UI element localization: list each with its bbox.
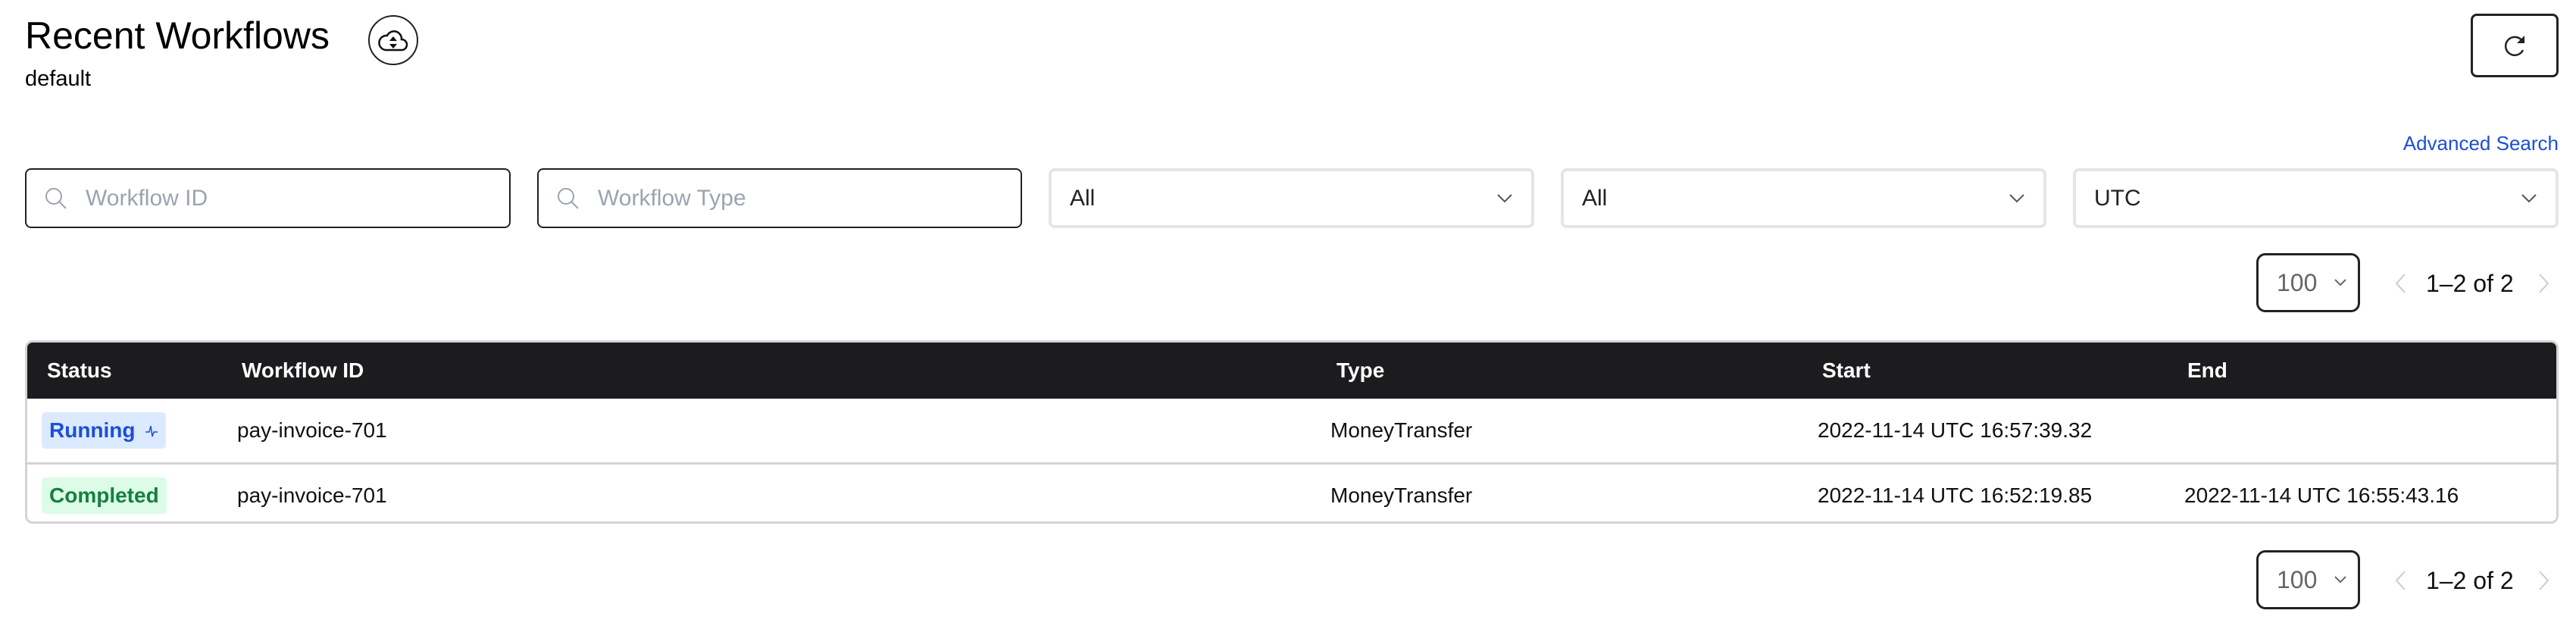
pagination-range-bottom: 1–2 of 2	[2426, 566, 2514, 594]
advanced-search-link[interactable]: Advanced Search	[2402, 132, 2559, 155]
chevron-left-icon	[2395, 571, 2406, 590]
status-select[interactable]: All	[1049, 168, 1534, 228]
status-badge-running: Running	[42, 412, 166, 449]
timezone-select-value: UTC	[2094, 185, 2141, 211]
time-range-select[interactable]: All	[1561, 168, 2046, 228]
table-row[interactable]: Completed pay-invoice-701 MoneyTransfer …	[27, 462, 2556, 521]
archive-toggle-button[interactable]	[368, 15, 418, 65]
refresh-icon	[2504, 36, 2524, 57]
column-header-workflow-id: Workflow ID	[242, 358, 364, 382]
page-size-select-bottom[interactable]: 100	[2256, 550, 2360, 609]
previous-page-button-bottom[interactable]	[2394, 550, 2406, 611]
chevron-down-icon	[2009, 193, 2024, 202]
column-header-type: Type	[1336, 358, 1385, 382]
next-page-button-bottom[interactable]	[2538, 550, 2550, 611]
end-time: 2022-11-14 UTC 16:55:43.16	[2184, 483, 2459, 507]
workflow-type-placeholder: Workflow Type	[598, 185, 746, 211]
table-row[interactable]: Running pay-invoice-701 MoneyTransfer 20…	[27, 399, 2556, 462]
page-size-value: 100	[2277, 565, 2318, 593]
start-time: 2022-11-14 UTC 16:52:19.85	[1818, 483, 2093, 507]
refresh-button[interactable]	[2471, 14, 2559, 77]
page-size-value: 100	[2277, 268, 2318, 296]
chevron-right-icon	[2539, 571, 2549, 590]
namespace-label: default	[25, 67, 92, 91]
search-icon	[45, 187, 67, 209]
workflow-type: MoneyTransfer	[1330, 483, 1473, 507]
chevron-right-icon	[2539, 274, 2549, 293]
status-badge-completed: Completed	[42, 477, 167, 514]
pagination-range: 1–2 of 2	[2426, 269, 2514, 297]
workflow-id-placeholder: Workflow ID	[86, 185, 208, 211]
time-range-select-value: All	[1582, 185, 1608, 211]
workflows-table: Status Workflow ID Type Start End Runnin…	[25, 340, 2559, 524]
workflow-id-link[interactable]: pay-invoice-701	[237, 483, 387, 507]
column-header-status: Status	[47, 358, 112, 382]
chevron-down-icon	[2334, 576, 2346, 584]
status-text: Completed	[49, 483, 159, 507]
column-header-end: End	[2187, 358, 2227, 382]
workflow-id-input[interactable]: Workflow ID	[25, 168, 511, 228]
workflow-type: MoneyTransfer	[1330, 418, 1473, 442]
chevron-down-icon	[2334, 279, 2346, 286]
page-size-select[interactable]: 100	[2256, 253, 2360, 312]
table-header: Status Workflow ID Type Start End	[27, 343, 2556, 399]
status-select-value: All	[1070, 185, 1096, 211]
chevron-down-icon	[1497, 193, 1512, 202]
search-icon	[558, 187, 579, 209]
status-text: Running	[49, 418, 136, 442]
start-time: 2022-11-14 UTC 16:57:39.32	[1818, 418, 2093, 442]
page-title: Recent Workflows	[25, 14, 330, 57]
heartbeat-icon	[145, 425, 158, 437]
workflow-type-input[interactable]: Workflow Type	[537, 168, 1022, 228]
workflow-id-link[interactable]: pay-invoice-701	[237, 418, 387, 442]
column-header-start: Start	[1822, 358, 1871, 382]
chevron-down-icon	[2521, 193, 2537, 202]
previous-page-button[interactable]	[2394, 253, 2406, 314]
chevron-left-icon	[2395, 274, 2406, 293]
next-page-button[interactable]	[2538, 253, 2550, 314]
timezone-select[interactable]: UTC	[2073, 168, 2559, 228]
cloud-up-down-icon	[378, 30, 408, 52]
